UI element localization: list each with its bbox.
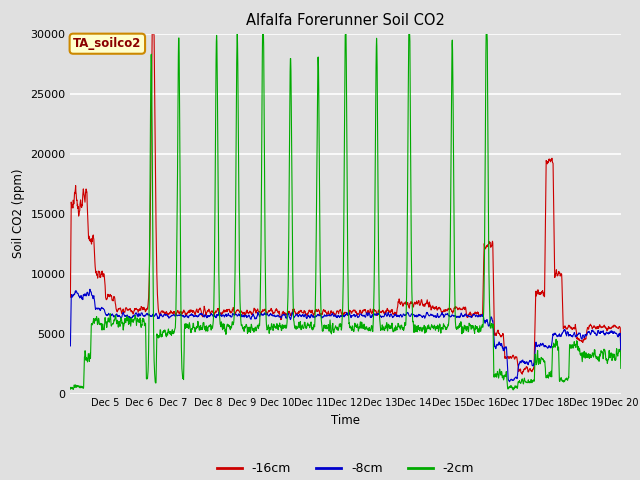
Text: TA_soilco2: TA_soilco2: [73, 37, 141, 50]
Title: Alfalfa Forerunner Soil CO2: Alfalfa Forerunner Soil CO2: [246, 13, 445, 28]
Y-axis label: Soil CO2 (ppm): Soil CO2 (ppm): [12, 169, 25, 258]
Legend: -16cm, -8cm, -2cm: -16cm, -8cm, -2cm: [212, 457, 479, 480]
X-axis label: Time: Time: [331, 414, 360, 427]
